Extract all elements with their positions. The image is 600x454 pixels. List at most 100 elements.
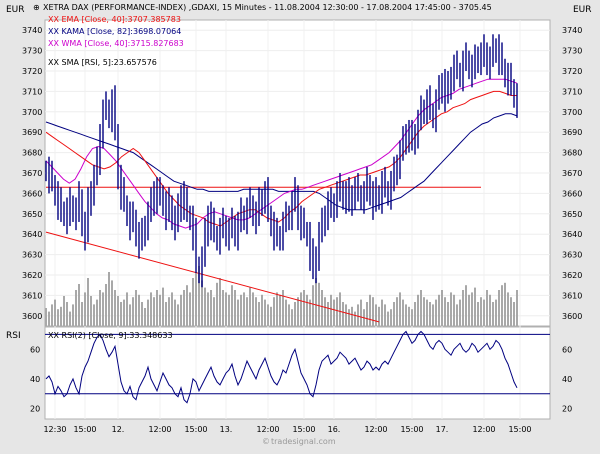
volume-bar — [468, 294, 470, 326]
volume-bar — [372, 297, 374, 326]
trendline-line[interactable] — [45, 231, 380, 323]
volume-bars — [45, 266, 518, 326]
volume-bar — [294, 302, 296, 326]
volume-bar — [282, 290, 284, 326]
legend-wma[interactable]: XX WMA [Close, 40]:3715.827683 — [48, 39, 184, 48]
volume-bar — [342, 302, 344, 326]
volume-bar — [195, 272, 197, 326]
volume-bar — [132, 297, 134, 326]
volume-bar — [501, 285, 503, 326]
volume-bar — [210, 290, 212, 326]
volume-bar — [171, 292, 173, 326]
volume-bar — [432, 304, 434, 326]
rsi-line[interactable] — [45, 330, 518, 404]
volume-bar — [474, 287, 476, 326]
volume-bar — [348, 309, 350, 326]
volume-bar — [324, 297, 326, 326]
volume-bar — [99, 290, 101, 326]
time-tick-label: 15:00 — [292, 425, 315, 434]
volume-bar — [366, 302, 368, 326]
volume-bar — [87, 278, 89, 326]
volume-bar — [414, 302, 416, 326]
time-tick-label: 12:00 — [472, 425, 495, 434]
volume-bar — [234, 290, 236, 326]
time-tick-label: 12:00 — [256, 425, 279, 434]
volume-bar — [225, 292, 227, 326]
price-tick-left: 3690 — [22, 128, 42, 137]
price-tick-right: 3710 — [562, 87, 582, 96]
price-tick-right: 3600 — [562, 312, 582, 321]
legend-kama[interactable]: XX KAMA [Close, 82]:3698.07064 — [48, 27, 181, 36]
volume-bar — [255, 297, 257, 326]
volume-bar — [120, 302, 122, 326]
price-tick-left: 3620 — [22, 271, 42, 280]
volume-bar — [345, 304, 347, 326]
volume-bar — [177, 304, 179, 326]
rsi-ticks: 20 20 40 40 60 60 — [30, 345, 572, 413]
volume-bar — [477, 302, 479, 326]
rsi-panel-label: RSI — [6, 331, 21, 341]
rsi-tick-right: 20 — [562, 405, 572, 414]
volume-bar — [84, 292, 86, 326]
price-tick-left: 3650 — [22, 210, 42, 219]
volume-bar — [381, 299, 383, 326]
volume-bar — [327, 302, 329, 326]
volume-bar — [354, 311, 356, 326]
volume-bar — [360, 299, 362, 326]
rsi-tick-right: 40 — [562, 375, 572, 384]
legend-ema[interactable]: XX EMA [Close, 40]:3707.385783 — [48, 15, 181, 24]
volume-bar — [126, 292, 128, 326]
volume-bar — [375, 304, 377, 326]
volume-bar — [270, 306, 272, 326]
volume-bar — [78, 284, 80, 326]
volume-bar — [150, 292, 152, 326]
rsi-legend[interactable]: XX RSI(2) [Close, 9]:33.348633 — [48, 331, 173, 340]
volume-bar — [63, 296, 65, 326]
volume-bar — [174, 299, 176, 326]
volume-bar — [378, 306, 380, 326]
volume-bar — [513, 302, 515, 326]
volume-bar — [93, 304, 95, 326]
volume-bar — [273, 297, 275, 326]
volume-bar — [384, 304, 386, 326]
volume-bar — [198, 266, 200, 326]
legend-sma-rsi[interactable]: XX SMA [RSI, 5]:23.657576 — [48, 58, 157, 67]
kama-line[interactable] — [45, 113, 518, 211]
time-tick-label: 15:00 — [400, 425, 423, 434]
ema-series — [45, 90, 517, 227]
price-tick-left: 3710 — [22, 87, 42, 96]
volume-bar — [492, 302, 494, 326]
pin-icon[interactable]: ⊕ — [33, 3, 40, 12]
volume-bar — [45, 308, 47, 326]
volume-bar — [207, 292, 209, 326]
price-tick-right: 3630 — [562, 251, 582, 260]
volume-bar — [66, 302, 68, 326]
rsi-tick-left: 40 — [30, 375, 40, 384]
time-tick-label: 17. — [436, 425, 449, 434]
volume-bar — [330, 294, 332, 326]
volume-bar — [309, 299, 311, 326]
time-tick-label: 16. — [328, 425, 341, 434]
volume-bar — [459, 299, 461, 326]
volume-bar — [285, 299, 287, 326]
rsi-plot-area[interactable] — [44, 326, 551, 420]
volume-bar — [279, 294, 281, 326]
volume-bar — [387, 311, 389, 326]
chart-title: XETRA DAX (PERFORMANCE-INDEX) ,GDAXI, 15… — [43, 3, 492, 12]
time-tick-label: 12:00 — [148, 425, 171, 434]
rsi-tick-left: 60 — [30, 345, 40, 354]
price-tick-right: 3680 — [562, 149, 582, 158]
kama-series — [45, 113, 518, 211]
volume-bar — [420, 290, 422, 326]
price-tick-right: 3660 — [562, 189, 582, 198]
price-tick-right: 3640 — [562, 230, 582, 239]
volume-bar — [498, 290, 500, 326]
volume-bar — [165, 302, 167, 326]
volume-bar — [510, 297, 512, 326]
price-tick-left: 3680 — [22, 149, 42, 158]
volume-bar — [450, 292, 452, 326]
volume-bar — [96, 299, 98, 326]
ema-line[interactable] — [45, 90, 517, 227]
